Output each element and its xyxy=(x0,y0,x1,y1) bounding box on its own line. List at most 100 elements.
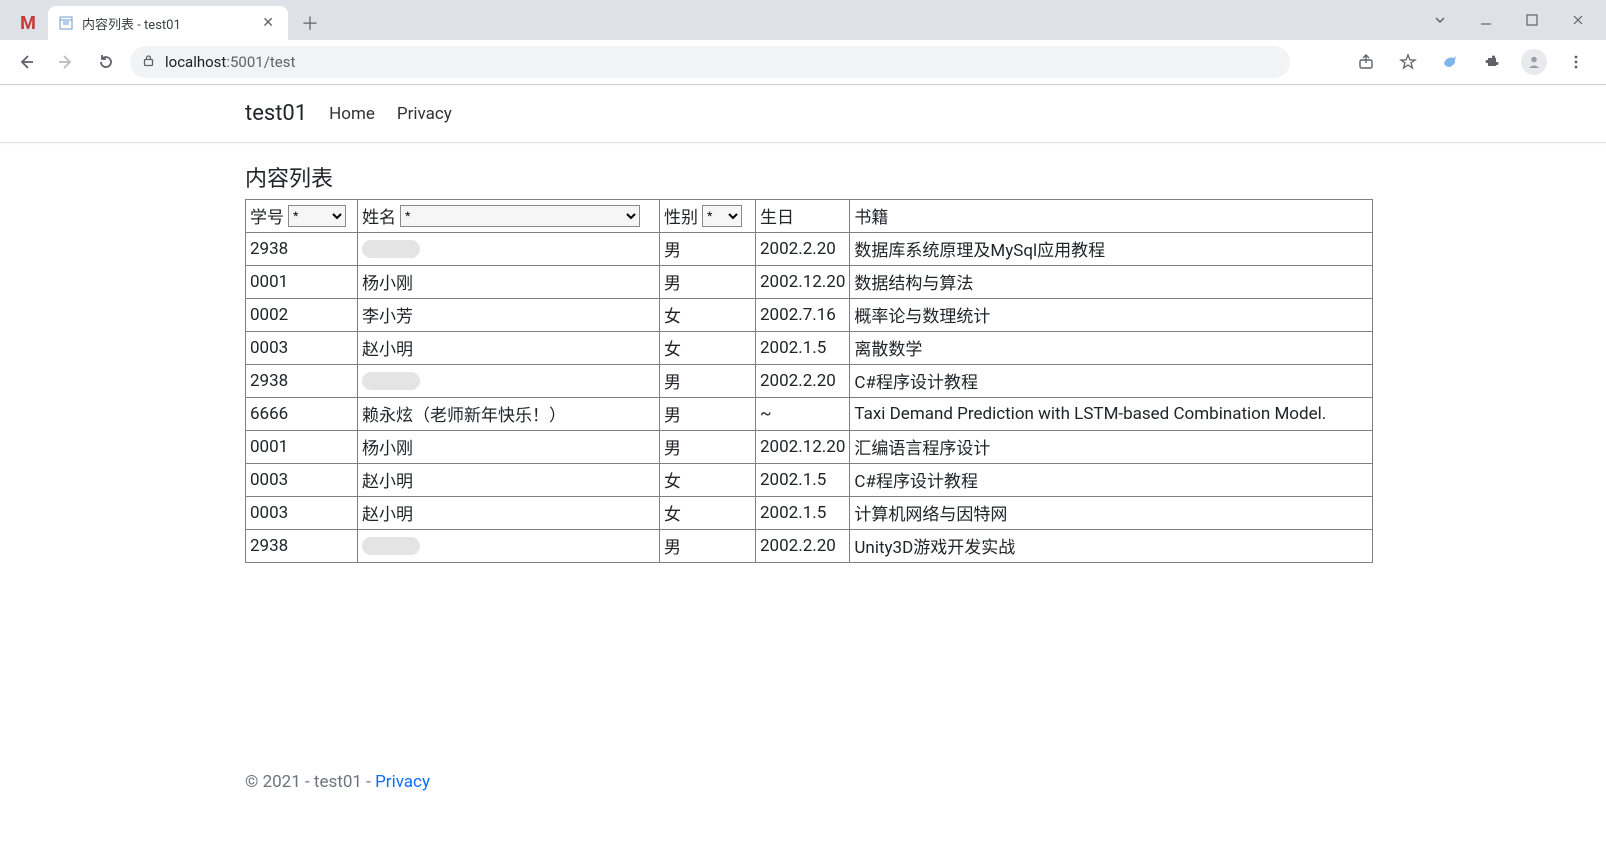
cell-book: Unity3D游戏开发实战 xyxy=(850,530,1373,563)
nav-back-button[interactable] xyxy=(10,46,42,78)
nav-link-privacy[interactable]: Privacy xyxy=(397,104,452,124)
table-body: 2938男2002.2.20数据库系统原理及MySql应用教程0001杨小刚男2… xyxy=(246,233,1373,563)
cell-name: 杨小刚 xyxy=(358,431,660,464)
cell-name xyxy=(358,365,660,398)
redacted-name xyxy=(362,372,420,390)
page-content: test01 Home Privacy 内容列表 学号 * 姓名 xyxy=(0,85,1606,563)
cell-id: 2938 xyxy=(246,365,358,398)
page-footer: © 2021 - test01 - Privacy xyxy=(0,772,1606,792)
cell-birthday: 2002.12.20 xyxy=(756,266,850,299)
header-book-label: 书籍 xyxy=(854,208,888,228)
window-minimize-button[interactable] xyxy=(1472,6,1500,34)
cell-name xyxy=(358,233,660,266)
footer-privacy-link[interactable]: Privacy xyxy=(375,772,430,792)
cell-name: 赵小明 xyxy=(358,464,660,497)
profile-avatar[interactable] xyxy=(1520,48,1548,76)
browser-chrome: M 内容列表 - test01 ✕ ＋ xyxy=(0,0,1606,85)
navbar-brand[interactable]: test01 xyxy=(245,101,307,126)
footer-text: © 2021 - test01 - xyxy=(245,772,375,792)
cell-sex: 女 xyxy=(660,332,756,365)
tab-close-button[interactable]: ✕ xyxy=(258,13,278,33)
cell-id: 0001 xyxy=(246,431,358,464)
cell-book: 数据库系统原理及MySql应用教程 xyxy=(850,233,1373,266)
nav-reload-button[interactable] xyxy=(90,46,122,78)
nav-forward-button[interactable] xyxy=(50,46,82,78)
window-maximize-button[interactable] xyxy=(1518,6,1546,34)
cell-book: Taxi Demand Prediction with LSTM-based C… xyxy=(850,398,1373,431)
header-id: 学号 * xyxy=(246,200,358,233)
address-bar[interactable]: localhost:5001/test xyxy=(130,46,1290,78)
site-navbar: test01 Home Privacy xyxy=(0,85,1606,143)
table-row: 2938男2002.2.20Unity3D游戏开发实战 xyxy=(246,530,1373,563)
cell-birthday: 2002.2.20 xyxy=(756,233,850,266)
filter-sex-select[interactable]: * xyxy=(702,205,742,227)
cell-name: 李小芳 xyxy=(358,299,660,332)
cell-sex: 男 xyxy=(660,266,756,299)
cell-birthday: 2002.12.20 xyxy=(756,431,850,464)
table-row: 0003赵小明女2002.1.5C#程序设计教程 xyxy=(246,464,1373,497)
pinned-tab[interactable]: M xyxy=(8,6,48,40)
page-title: 内容列表 xyxy=(245,161,1361,193)
toolbar-right xyxy=(1352,48,1596,76)
window-controls xyxy=(1426,0,1606,40)
cell-sex: 女 xyxy=(660,299,756,332)
content-table: 学号 * 姓名 * 性别 * xyxy=(245,199,1373,563)
url-text: localhost:5001/test xyxy=(165,53,295,71)
lock-icon xyxy=(142,54,155,71)
cell-name: 赵小明 xyxy=(358,497,660,530)
table-row: 0003赵小明女2002.1.5离散数学 xyxy=(246,332,1373,365)
extensions-puzzle-icon[interactable] xyxy=(1478,48,1506,76)
url-host: localhost xyxy=(165,53,226,71)
cell-name: 赖永炫（老师新年快乐！） xyxy=(358,398,660,431)
nav-link-home[interactable]: Home xyxy=(329,104,375,124)
cell-book: 离散数学 xyxy=(850,332,1373,365)
filter-id-select[interactable]: * xyxy=(288,205,346,227)
bookmark-star-icon[interactable] xyxy=(1394,48,1422,76)
table-row: 2938 男2002.2.20C#程序设计教程 xyxy=(246,365,1373,398)
new-tab-button[interactable]: ＋ xyxy=(296,9,324,37)
header-name: 姓名 * xyxy=(358,200,660,233)
cell-sex: 男 xyxy=(660,398,756,431)
cell-birthday: 2002.2.20 xyxy=(756,365,850,398)
browser-menu-icon[interactable] xyxy=(1562,48,1590,76)
tab-strip: M 内容列表 - test01 ✕ ＋ xyxy=(0,0,1606,40)
header-sex: 性别 * xyxy=(660,200,756,233)
cell-sex: 女 xyxy=(660,464,756,497)
cell-birthday: ~ xyxy=(756,398,850,431)
cell-sex: 男 xyxy=(660,365,756,398)
cell-sex: 女 xyxy=(660,497,756,530)
cell-id: 0001 xyxy=(246,266,358,299)
browser-tab-active[interactable]: 内容列表 - test01 ✕ xyxy=(48,6,288,40)
url-port: :5001 xyxy=(226,53,263,71)
tabs-dropdown-icon[interactable] xyxy=(1426,6,1454,34)
cell-sex: 男 xyxy=(660,530,756,563)
cell-name xyxy=(358,530,660,563)
header-sex-label: 性别 xyxy=(664,203,698,228)
header-name-label: 姓名 xyxy=(362,203,396,228)
window-close-button[interactable] xyxy=(1564,6,1592,34)
header-birthday: 生日 xyxy=(756,200,850,233)
cell-birthday: 2002.1.5 xyxy=(756,497,850,530)
cell-birthday: 2002.2.20 xyxy=(756,530,850,563)
table-row: 0002李小芳女2002.7.16概率论与数理统计 xyxy=(246,299,1373,332)
cell-book: 汇编语言程序设计 xyxy=(850,431,1373,464)
table-row: 0003赵小明女2002.1.5计算机网络与因特网 xyxy=(246,497,1373,530)
table-row: 0001杨小刚男2002.12.20汇编语言程序设计 xyxy=(246,431,1373,464)
cell-id: 6666 xyxy=(246,398,358,431)
cell-id: 0002 xyxy=(246,299,358,332)
header-book: 书籍 xyxy=(850,200,1373,233)
table-header-row: 学号 * 姓名 * 性别 * xyxy=(246,200,1373,233)
cell-birthday: 2002.7.16 xyxy=(756,299,850,332)
favicon-icon xyxy=(58,15,74,31)
filter-name-select[interactable]: * xyxy=(400,205,640,227)
cell-name: 赵小明 xyxy=(358,332,660,365)
cell-id: 0003 xyxy=(246,332,358,365)
share-icon[interactable] xyxy=(1352,48,1380,76)
extension-bird-icon[interactable] xyxy=(1436,48,1464,76)
cell-id: 2938 xyxy=(246,233,358,266)
cell-book: 数据结构与算法 xyxy=(850,266,1373,299)
cell-book: 概率论与数理统计 xyxy=(850,299,1373,332)
cell-book: C#程序设计教程 xyxy=(850,365,1373,398)
table-row: 2938 男2002.2.20数据库系统原理及MySql应用教程 xyxy=(246,233,1373,266)
cell-sex: 男 xyxy=(660,233,756,266)
